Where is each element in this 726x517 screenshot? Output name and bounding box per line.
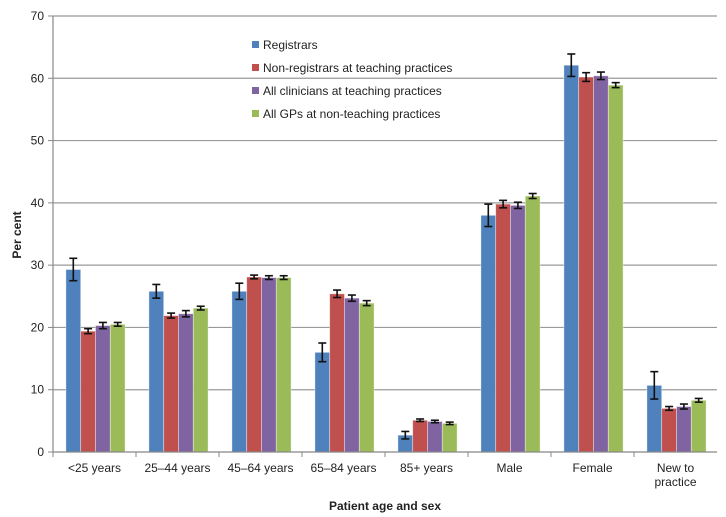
bar (607, 84, 624, 453)
bar (676, 406, 692, 453)
bar (480, 214, 497, 453)
bar (261, 277, 277, 453)
bar (148, 290, 165, 453)
bar (329, 293, 345, 453)
x-tick-label: 45–64 years (227, 461, 293, 475)
y-tick-label: 0 (37, 445, 44, 459)
y-tick-label: 10 (31, 383, 45, 397)
legend-label: Registrars (263, 38, 318, 52)
bar (690, 399, 707, 453)
legend-swatch (252, 64, 259, 71)
y-tick-label: 20 (31, 320, 45, 334)
legend-swatch (252, 41, 259, 48)
x-tick-label: 85+ years (400, 461, 453, 475)
bar (65, 269, 82, 453)
legend: Registrars Non-registrars at teaching pra… (252, 38, 452, 121)
bar (109, 323, 126, 453)
legend-swatch (252, 110, 259, 117)
x-tick-label: 65–84 years (310, 461, 376, 475)
bar (495, 203, 511, 453)
bar (344, 297, 360, 453)
bar (524, 195, 541, 453)
bar (231, 290, 248, 453)
bar (163, 315, 179, 453)
bar (563, 64, 580, 453)
x-tick-label: <25 years (68, 461, 121, 475)
x-tick-label: New to practice (654, 461, 696, 489)
bar (314, 351, 331, 453)
legend-swatch (252, 87, 259, 94)
y-tick-label: 40 (31, 196, 45, 210)
x-tick-label: 25–44 years (144, 461, 210, 475)
legend-label: All clinicians at teaching practices (263, 84, 442, 98)
y-axis-title: Per cent (10, 211, 24, 258)
bar (246, 276, 262, 453)
bar (412, 419, 428, 453)
bar (80, 330, 96, 453)
bar (427, 421, 443, 453)
y-tick-label: 30 (31, 258, 45, 272)
bar (178, 313, 194, 453)
bar (441, 422, 458, 453)
bar (593, 75, 609, 453)
bar (192, 307, 209, 453)
y-tick-label: 50 (31, 134, 45, 148)
bar (95, 325, 111, 453)
bar (578, 76, 594, 453)
x-tick-label: Male (496, 461, 522, 475)
axes: 0 10 20 30 40 50 60 70 <25 years 25–44 years 45–64… (31, 9, 717, 489)
bar (661, 407, 677, 453)
bar (510, 204, 526, 453)
legend-label: All GPs at non-teaching practices (263, 107, 440, 121)
y-tick-label: 60 (31, 71, 45, 85)
bar (358, 302, 375, 453)
bar (275, 277, 292, 453)
x-axis-title: Patient age and sex (329, 499, 441, 513)
y-tick-label: 70 (31, 9, 45, 23)
legend-label: Non-registrars at teaching practices (263, 61, 452, 75)
x-tick-label: Female (572, 461, 612, 475)
